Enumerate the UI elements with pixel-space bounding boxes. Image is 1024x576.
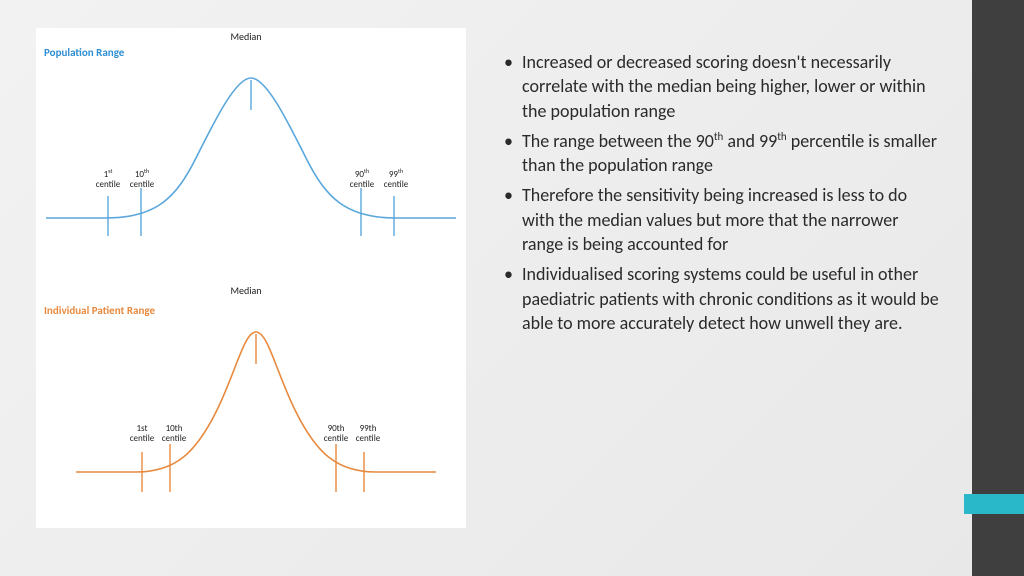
bullet-item: Therefore the sensitivity being increase… — [500, 183, 940, 256]
centile-label: 10thcentile — [154, 424, 194, 444]
bullet-item: Increased or decreased scoring doesn't n… — [500, 50, 940, 123]
curve-svg — [36, 302, 466, 512]
curve-svg — [36, 48, 466, 248]
right-stripe — [972, 0, 1024, 576]
bullet-list: Increased or decreased scoring doesn't n… — [500, 50, 940, 341]
median-label: Median — [216, 30, 276, 43]
bullet-item: Individualised scoring systems could be … — [500, 262, 940, 335]
centile-label: 99thcentile — [376, 168, 416, 190]
median-label: Median — [216, 284, 276, 297]
centile-label: 10thcentile — [122, 168, 162, 190]
curve-population: Population RangeMedian1stcentile10thcent… — [36, 28, 466, 278]
centile-label: 99thcentile — [348, 424, 388, 444]
bullet-item: The range between the 90th and 99th perc… — [500, 129, 940, 178]
figure-panel: Population RangeMedian1stcentile10thcent… — [36, 28, 466, 528]
accent-bar — [964, 494, 1024, 514]
curve-individual: Individual Patient RangeMedian1stcentile… — [36, 276, 466, 526]
